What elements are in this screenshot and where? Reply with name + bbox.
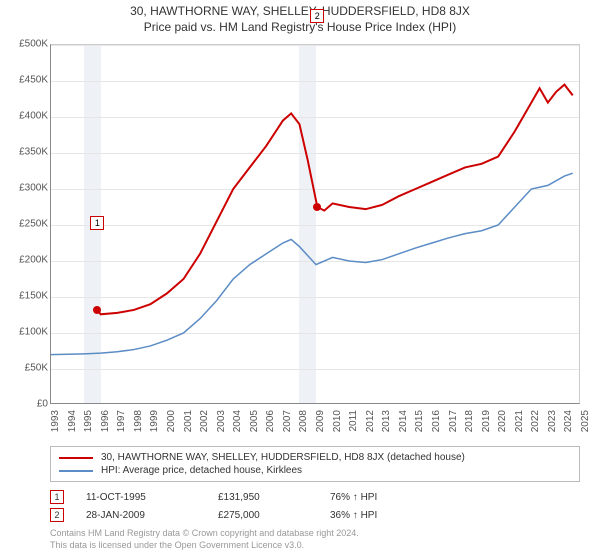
legend-label: HPI: Average price, detached house, Kirk… [101,465,302,476]
x-tick-label: 2024 [563,410,574,440]
x-tick-label: 2011 [348,410,359,440]
x-tick-label: 2001 [183,410,194,440]
x-tick-label: 2018 [464,410,475,440]
x-tick-label: 1995 [83,410,94,440]
chart-title: 30, HAWTHORNE WAY, SHELLEY, HUDDERSFIELD… [0,4,600,18]
attribution-line: This data is licensed under the Open Gov… [50,540,580,552]
x-tick-label: 1999 [149,410,160,440]
y-tick-label: £350K [0,147,48,158]
y-tick-label: £450K [0,75,48,86]
x-tick-label: 1998 [133,410,144,440]
chart-titles: 30, HAWTHORNE WAY, SHELLEY, HUDDERSFIELD… [0,0,600,34]
series-line-price_paid [97,85,572,315]
x-tick-label: 2003 [216,410,227,440]
marker-badge: 2 [310,9,324,23]
marker-price: £131,950 [218,492,308,503]
y-tick-label: £50K [0,363,48,374]
legend: 30, HAWTHORNE WAY, SHELLEY, HUDDERSFIELD… [50,446,580,482]
y-tick-label: £0 [0,399,48,410]
chart-subtitle: Price paid vs. HM Land Registry's House … [0,20,600,34]
marker-badge: 1 [50,490,64,504]
x-tick-label: 2015 [414,410,425,440]
series-line-hpi [51,173,573,354]
x-tick-label: 1996 [100,410,111,440]
x-tick-label: 2019 [481,410,492,440]
legend-item: 30, HAWTHORNE WAY, SHELLEY, HUDDERSFIELD… [59,451,571,464]
x-tick-label: 2016 [431,410,442,440]
y-tick-label: £300K [0,183,48,194]
legend-swatch [59,470,93,472]
x-tick-label: 1993 [50,410,61,440]
marker-price: £275,000 [218,510,308,521]
y-tick-label: £100K [0,327,48,338]
x-tick-label: 2013 [381,410,392,440]
legend-swatch [59,457,93,459]
marker-badge: 1 [90,216,104,230]
y-tick-label: £150K [0,291,48,302]
x-tick-label: 2010 [332,410,343,440]
chart-lines [51,45,581,405]
marker-table-row: 2 28-JAN-2009 £275,000 36% ↑ HPI [50,506,580,524]
y-tick-label: £250K [0,219,48,230]
x-tick-label: 2014 [398,410,409,440]
marker-table: 1 11-OCT-1995 £131,950 76% ↑ HPI 2 28-JA… [50,488,580,524]
x-tick-label: 2012 [365,410,376,440]
marker-delta: 36% ↑ HPI [330,510,420,521]
x-tick-label: 2021 [514,410,525,440]
x-tick-label: 2005 [249,410,260,440]
attribution: Contains HM Land Registry data © Crown c… [50,528,580,551]
plot-area: 12 [50,44,580,404]
marker-delta: 76% ↑ HPI [330,492,420,503]
marker-table-row: 1 11-OCT-1995 £131,950 76% ↑ HPI [50,488,580,506]
chart-container: 30, HAWTHORNE WAY, SHELLEY, HUDDERSFIELD… [0,0,600,560]
x-tick-label: 2023 [547,410,558,440]
attribution-line: Contains HM Land Registry data © Crown c… [50,528,580,540]
x-tick-label: 2004 [232,410,243,440]
y-tick-label: £400K [0,111,48,122]
x-tick-label: 2017 [448,410,459,440]
marker-badge: 2 [50,508,64,522]
marker-date: 11-OCT-1995 [86,492,196,503]
x-tick-label: 2006 [265,410,276,440]
y-tick-label: £500K [0,39,48,50]
x-tick-label: 2020 [497,410,508,440]
x-tick-label: 2008 [298,410,309,440]
y-tick-label: £200K [0,255,48,266]
x-tick-label: 2009 [315,410,326,440]
x-tick-label: 2002 [199,410,210,440]
marker-date: 28-JAN-2009 [86,510,196,521]
legend-item: HPI: Average price, detached house, Kirk… [59,464,571,477]
x-tick-label: 2007 [282,410,293,440]
x-tick-label: 2000 [166,410,177,440]
x-tick-label: 1994 [67,410,78,440]
legend-label: 30, HAWTHORNE WAY, SHELLEY, HUDDERSFIELD… [101,452,465,463]
x-tick-label: 2022 [530,410,541,440]
x-tick-label: 1997 [116,410,127,440]
x-tick-label: 2025 [580,410,591,440]
